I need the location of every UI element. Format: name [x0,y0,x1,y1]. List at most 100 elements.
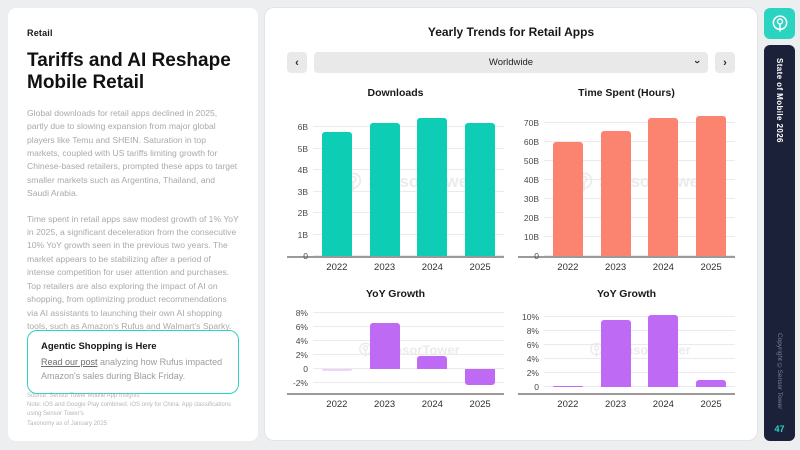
gridline [313,340,504,342]
gridline [544,198,735,200]
downloads-yoy-plot-area: SensorTower [313,307,504,393]
x-tick-label: 2025 [469,399,491,410]
section-eyebrow: Retail [27,28,53,38]
y-axis-labels: 10% 8% 6% 4% 2% 0 [518,307,544,393]
x-tick-label: 2024 [652,399,674,410]
bar-2025 [465,123,496,256]
time-spent-yoy-chart-title: YoY Growth [596,288,657,300]
previous-region-button[interactable]: ‹ [287,52,307,73]
x-tick-label: 2024 [652,262,674,273]
region-dropdown-value: Worldwide [488,57,534,68]
y-axis-labels: 0 10B 20B 30B 40B 50B 60B 70B [518,108,544,261]
report-brand-label: State of Mobile 2026 [775,58,784,143]
y-tick-label: 70B [523,118,539,129]
bar-2025 [465,369,496,386]
next-region-button[interactable]: › [715,52,735,73]
sensor-tower-watermark: SensorTower [313,342,504,359]
gridline [313,382,504,384]
bar-2023 [369,123,400,256]
bar-2023 [369,323,400,370]
x-axis-labels: 2022 2023 2024 2025 [313,262,504,273]
bar-2023 [600,130,631,256]
downloads-chart: Downloads 0 1B 2B 3B 4B 5B 6B SensorTower 2022… [287,75,504,273]
y-tick-label: 8% [526,325,539,336]
gridline [544,160,735,162]
x-tick-label: 2023 [374,262,396,273]
x-tick-label: 2022 [326,262,348,273]
sensor-tower-logo-badge [764,8,795,39]
gridline [544,141,735,143]
downloads-yoy-chart-title: YoY Growth [365,288,426,300]
y-tick-label: 0 [303,364,308,375]
gridline [544,329,735,331]
region-selector: ‹ Worldwide › › [287,52,735,73]
y-tick-label: 20B [523,213,539,224]
gridline [313,147,504,149]
left-text-panel: Retail Tariffs and AI Reshape Mobile Ret… [8,8,258,441]
bar-2022 [552,142,583,256]
footnote-line-1: Source: Sensor Tower Mobile App Insights [27,392,140,399]
y-tick-label: 6B [297,122,308,133]
x-tick-label: 2023 [605,262,627,273]
bar-2022 [552,385,583,387]
body-paragraph-1: Global downloads for retail apps decline… [27,107,238,199]
y-tick-label: 40B [523,175,539,186]
gridline [313,354,504,356]
charts-panel: Yearly Trends for Retail Apps ‹ Worldwid… [264,7,758,441]
gridline [544,255,735,256]
x-tick-label: 2025 [700,399,722,410]
gridline [544,371,735,373]
gridline [313,212,504,214]
x-axis-labels: 2022 2023 2024 2025 [544,262,735,273]
gridline [313,255,504,256]
bar-2025 [696,115,727,256]
gridline [544,122,735,124]
gridline [544,217,735,219]
y-tick-label: 4% [295,336,308,347]
page-title: Tariffs and AI Reshape Mobile Retail [27,50,231,94]
x-tick-label: 2022 [326,399,348,410]
gridline [313,190,504,192]
bar-2024 [648,117,679,256]
x-tick-label: 2024 [421,399,443,410]
gridline [544,343,735,345]
footnote-line-2: Note: iOS and Google Play combined. iOS … [27,402,232,418]
body-paragraph-2: Time spent in retail apps saw modest gro… [27,213,239,331]
gridline [313,233,504,235]
y-tick-label: 2% [295,350,308,361]
gridline [544,179,735,181]
brand-rail: State of Mobile 2026 Copyright ©Sensor T… [764,8,795,441]
chevron-down-icon: › [691,60,704,64]
page-number: 47 [774,424,785,434]
gridline [544,236,735,238]
time-spent-chart: Time Spent (Hours) 0 10B 20B 30B 40B 50B 60B 70… [518,75,735,273]
y-tick-label: 8% [295,308,308,319]
gridline [544,315,735,317]
x-axis-labels: 2022 2023 2024 2025 [544,399,735,410]
bar-2022 [321,131,352,256]
agentic-shopping-callout: Agentic Shopping is Here Read our post a… [27,330,239,394]
x-tick-label: 2022 [557,262,579,273]
sensor-tower-logo-icon [772,14,787,31]
x-tick-label: 2025 [469,262,491,273]
y-axis-labels: 0 1B 2B 3B 4B 5B 6B [287,108,313,261]
bar-2024 [417,355,448,370]
y-tick-label: 0 [534,251,539,261]
time-spent-plot-area: SensorTower [544,108,735,256]
copyright-label: Copyright ©Sensor Tower [776,332,783,409]
y-tick-label: 4B [297,165,308,176]
footnote-line-3: Taxonomy as of January 2025 [27,420,108,427]
x-tick-label: 2024 [421,262,443,273]
read-our-post-link[interactable]: Read our post [41,357,98,367]
chevron-right-icon: › [723,56,727,69]
y-axis-labels: 8% 6% 4% 2% 0 -2% [287,307,313,393]
y-tick-label: 0 [303,251,308,261]
callout-title: Agentic Shopping is Here [41,341,157,352]
y-tick-label: 2B [297,208,308,219]
y-tick-label: 3B [297,186,308,197]
gridline [313,169,504,171]
callout-body-text: analyzing how Rufus impacted Amazon's sa… [41,357,223,381]
y-tick-label: 10B [523,232,539,243]
region-dropdown[interactable]: Worldwide › [314,52,708,73]
y-tick-label: 2% [526,367,539,378]
